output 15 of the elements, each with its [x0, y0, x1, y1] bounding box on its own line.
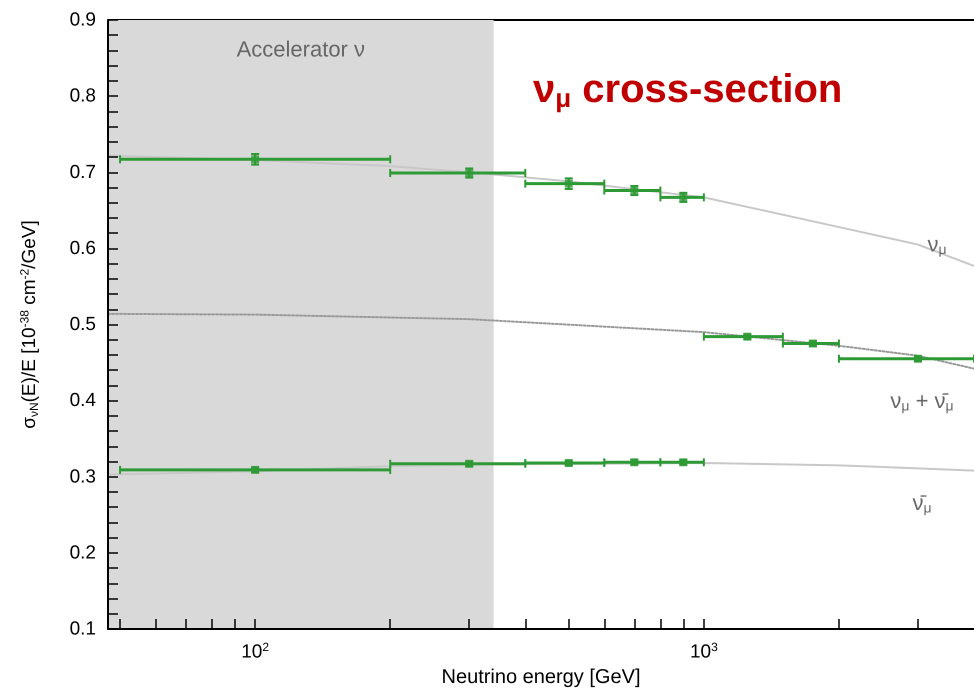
series-label: νμ — [927, 231, 947, 257]
y-tick-label: 0.6 — [70, 238, 96, 259]
y-tick-label: 0.8 — [70, 86, 96, 107]
y-tick-label: 0.7 — [70, 162, 96, 183]
series-label: νμ + ν̄μ — [890, 388, 954, 414]
y-tick-label: 0.1 — [70, 618, 96, 640]
y-tick-label: 0.9 — [70, 10, 96, 30]
x-axis-title: Neutrino energy [GeV] — [442, 666, 640, 688]
series-label: ν̄μ — [912, 490, 932, 516]
y-axis-title: σνN(E)/E [10-38 cm-2/GeV] — [18, 220, 41, 429]
y-tick-label: 0.3 — [70, 466, 96, 488]
y-tick-label: 0.4 — [70, 390, 96, 412]
y-tick-label: 0.5 — [70, 314, 96, 335]
band-label: Accelerator ν — [236, 36, 366, 62]
y-tick-label: 0.2 — [70, 542, 96, 564]
